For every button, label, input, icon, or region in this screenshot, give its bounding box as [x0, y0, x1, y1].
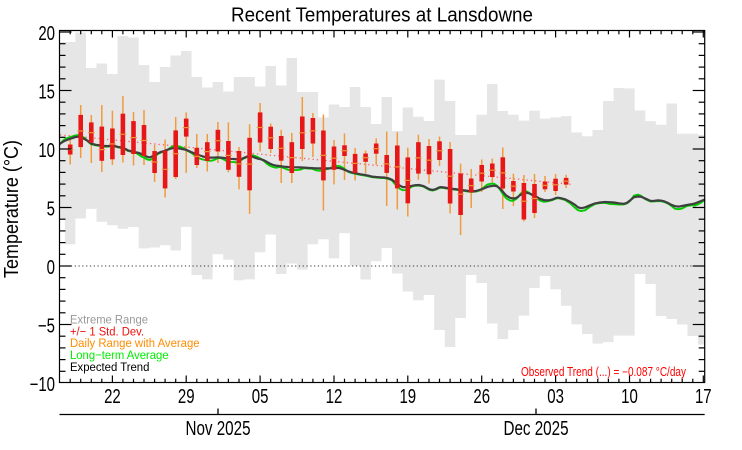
svg-text:26: 26 [473, 385, 490, 408]
svg-text:29: 29 [178, 385, 195, 408]
svg-text:Temperature (°C): Temperature (°C) [1, 140, 23, 278]
svg-text:5: 5 [47, 197, 55, 220]
svg-text:−5: −5 [38, 314, 55, 337]
svg-text:Daily Range with Average: Daily Range with Average [70, 336, 200, 350]
svg-text:Long−term Average: Long−term Average [70, 348, 169, 362]
svg-text:22: 22 [104, 385, 121, 408]
svg-text:20: 20 [38, 22, 55, 45]
svg-text:Recent Temperatures at Lansdow: Recent Temperatures at Lansdowne [231, 4, 533, 27]
svg-text:10: 10 [38, 139, 55, 162]
svg-text:+/− 1 Std. Dev.: +/− 1 Std. Dev. [70, 324, 144, 338]
svg-text:19: 19 [399, 385, 416, 408]
svg-text:17: 17 [695, 385, 712, 408]
svg-text:10: 10 [621, 385, 638, 408]
svg-text:Dec 2025: Dec 2025 [503, 417, 568, 440]
svg-text:−10: −10 [30, 373, 56, 396]
svg-text:03: 03 [547, 385, 564, 408]
svg-text:Expected Trend: Expected Trend [70, 360, 149, 374]
svg-text:Nov 2025: Nov 2025 [185, 417, 250, 440]
svg-text:12: 12 [326, 385, 343, 408]
svg-text:Observed Trend (...) = −0.087: Observed Trend (...) = −0.087 °C/day [521, 365, 687, 379]
svg-text:05: 05 [252, 385, 269, 408]
svg-text:Extreme Range: Extreme Range [70, 313, 148, 327]
svg-text:15: 15 [38, 80, 55, 103]
svg-text:0: 0 [47, 256, 55, 279]
